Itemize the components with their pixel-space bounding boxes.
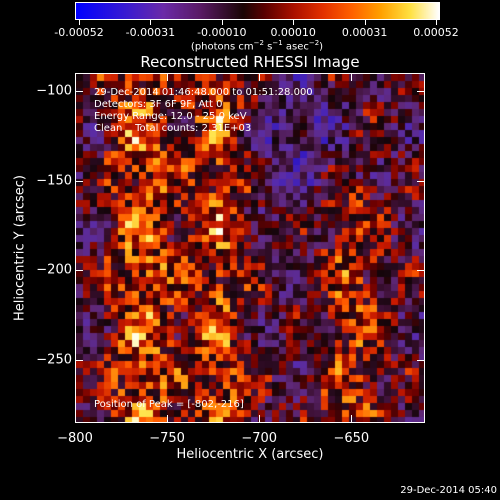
- y-tick-label: −150: [36, 173, 72, 189]
- footer-date: 29-Dec-2014 05:40: [400, 485, 497, 496]
- colorbar-tick-label: -0.00031: [125, 26, 176, 39]
- colorbar-tick-label: 0.00052: [413, 26, 459, 39]
- y-tick: [75, 360, 83, 362]
- colorbar: [75, 2, 440, 20]
- y-tick: [75, 180, 83, 182]
- x-tick: [167, 415, 169, 423]
- colorbar-tick: [150, 20, 152, 25]
- annotation-peak-position: Position of Peak = [-802,-216]: [94, 399, 244, 410]
- y-tick: [75, 90, 83, 92]
- y-tick-label: −200: [36, 262, 72, 278]
- annotation-time-range: 29-Dec-2014 01:46:48.000 to 01:51:28.000: [94, 87, 313, 98]
- x-axis-title: Heliocentric X (arcsec): [176, 447, 324, 462]
- x-tick: [167, 73, 169, 81]
- y-tick-label: −250: [36, 352, 72, 368]
- colorbar-tick: [221, 20, 223, 25]
- y-axis-title: Heliocentric Y (arcsec): [12, 175, 28, 321]
- x-tick: [351, 73, 353, 81]
- x-tick: [75, 73, 76, 81]
- colorbar-tick-label: -0.00052: [54, 26, 104, 39]
- y-tick: [417, 180, 425, 182]
- plot-title: Reconstructed RHESSI Image: [140, 53, 360, 71]
- y-tick-label: −100: [36, 83, 72, 99]
- annotation-detectors: Detectors: 3F 6F 9F, Att 0: [94, 99, 223, 110]
- x-tick: [75, 415, 76, 423]
- x-tick: [351, 415, 353, 423]
- x-tick-label: −750: [149, 431, 185, 446]
- y-tick: [417, 360, 425, 362]
- x-tick-label: −800: [57, 431, 93, 446]
- image-plot: 29-Dec-2014 01:46:48.000 to 01:51:28.000…: [75, 73, 425, 423]
- colorbar-tick: [364, 20, 366, 25]
- y-tick: [75, 270, 83, 272]
- colorbar-tick: [293, 20, 295, 25]
- colorbar-tick-label: 0.00010: [270, 26, 316, 39]
- colorbar-tick: [79, 20, 80, 25]
- x-tick-label: −650: [333, 431, 370, 446]
- y-tick: [417, 90, 425, 92]
- heatmap-image: [76, 74, 424, 422]
- x-tick: [259, 73, 261, 81]
- annotation-energy-range: Energy Range: 12.0 - 25.0 keV: [94, 111, 247, 122]
- colorbar-tick-label: 0.00031: [341, 26, 388, 39]
- colorbar-units: (photons cm−2 s−1 asec−2): [190, 39, 324, 53]
- y-tick: [417, 270, 425, 272]
- colorbar-tick-label: -0.00010: [197, 26, 247, 39]
- x-tick: [259, 415, 261, 423]
- x-tick-label: −700: [241, 431, 278, 446]
- colorbar-tick: [436, 20, 437, 25]
- annotation-clean-counts: Clean Total counts: 2.31E+03: [94, 123, 252, 134]
